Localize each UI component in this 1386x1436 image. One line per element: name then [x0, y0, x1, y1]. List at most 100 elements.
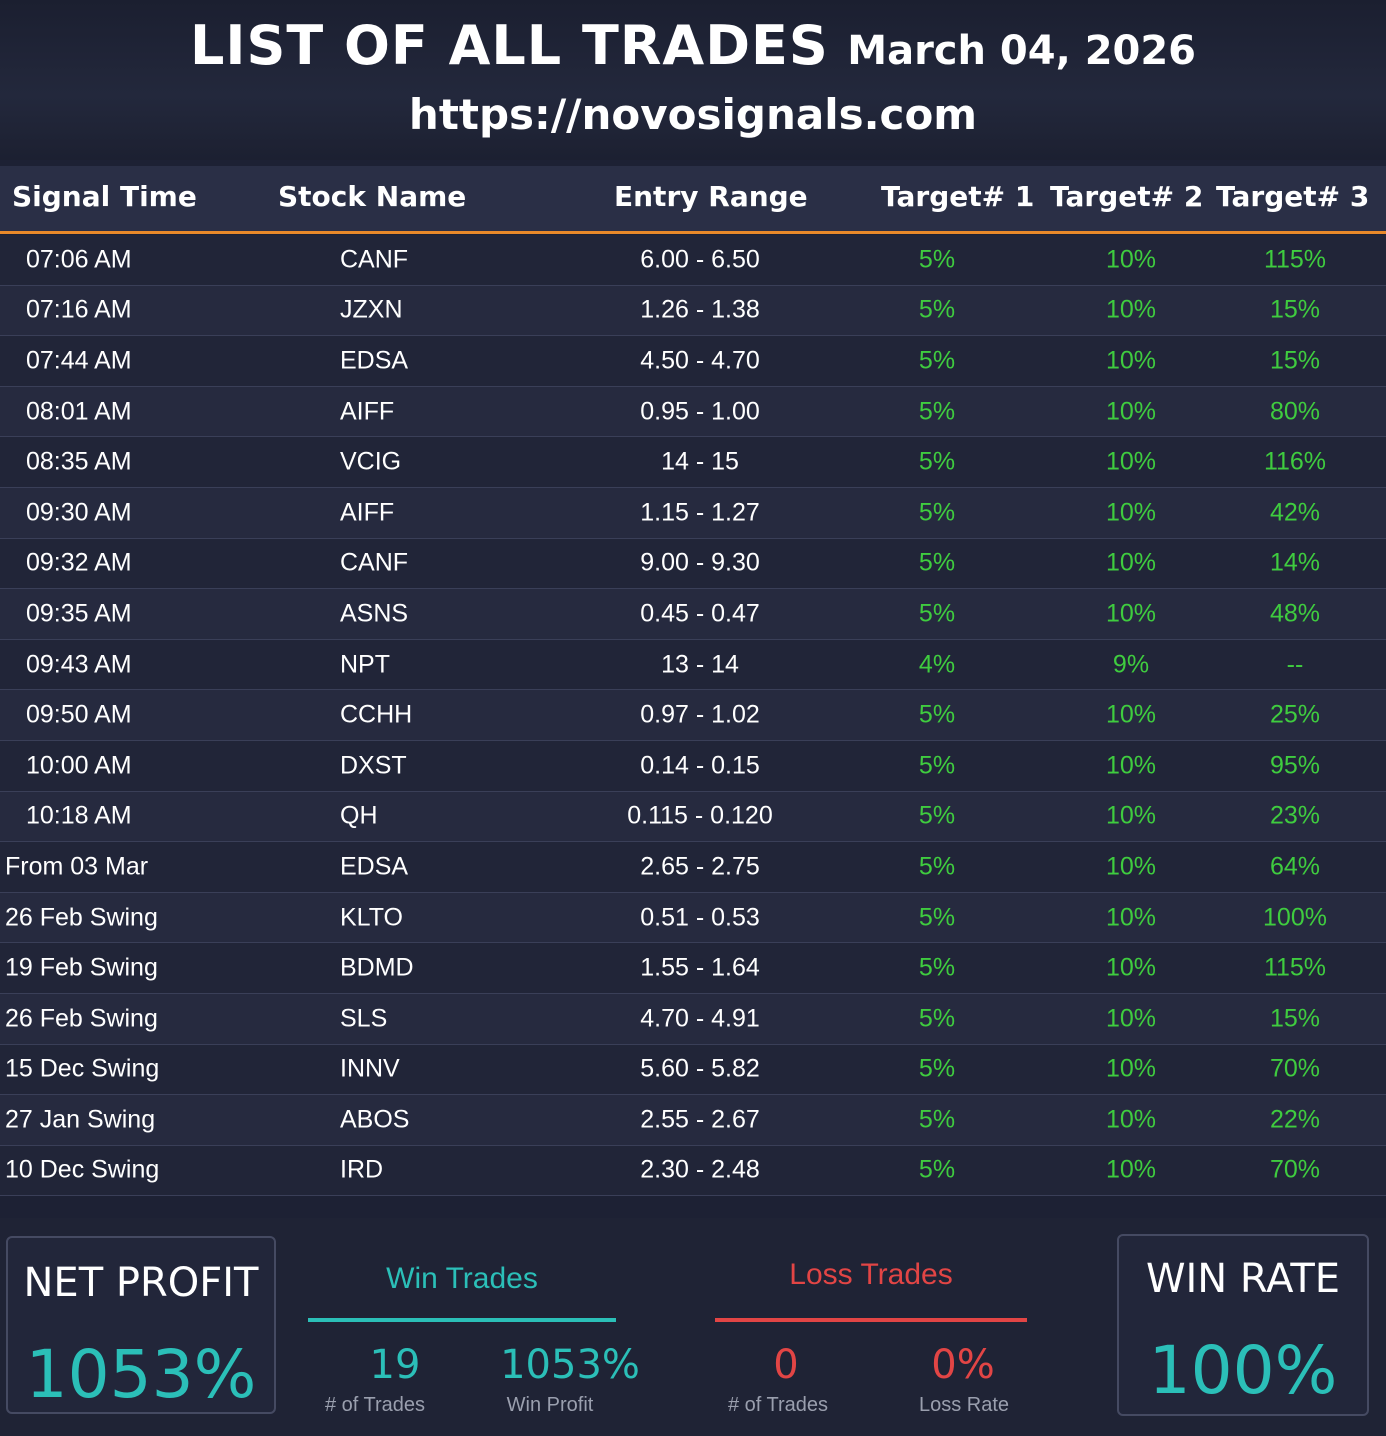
signal-time-cell: 09:30 AM	[26, 498, 132, 527]
table-row: 07:06 AM CANF 6.00 - 6.50 5% 10% 115%	[0, 235, 1386, 286]
target-2-cell: 10%	[1105, 447, 1157, 476]
target-3-cell: 15%	[1269, 346, 1321, 375]
stock-name-cell: CCHH	[340, 700, 413, 729]
loss-count-value: 0	[773, 1342, 799, 1388]
signal-time-cell: 27 Jan Swing	[5, 1105, 156, 1134]
target-1-cell: 5%	[918, 447, 956, 476]
table-row: 15 Dec Swing INNV 5.60 - 5.82 5% 10% 70%	[0, 1044, 1386, 1096]
signal-time-cell: 19 Feb Swing	[5, 953, 158, 982]
entry-range-cell: 0.115 - 0.120	[627, 801, 773, 830]
site-url[interactable]: https://novosignals.com	[408, 90, 978, 139]
target-2-cell: 10%	[1105, 548, 1157, 577]
target-2-cell: 10%	[1105, 295, 1157, 324]
target-3-cell: 116%	[1263, 447, 1327, 476]
signal-time-cell: 07:44 AM	[26, 346, 132, 375]
table-row: 10 Dec Swing IRD 2.30 - 2.48 5% 10% 70%	[0, 1145, 1386, 1197]
signal-time-cell: 09:50 AM	[26, 700, 132, 729]
target-3-cell: 80%	[1269, 397, 1321, 426]
target-3-cell: 42%	[1269, 498, 1321, 527]
signal-time-cell: 08:01 AM	[26, 397, 132, 426]
stock-name-cell: EDSA	[340, 852, 409, 881]
target-3-cell: 95%	[1269, 751, 1321, 780]
table-row: 09:43 AM NPT 13 - 14 4% 9% --	[0, 639, 1386, 691]
target-2-cell: 10%	[1105, 498, 1157, 527]
target-1-cell: 5%	[918, 1105, 956, 1134]
stock-name-cell: KLTO	[340, 903, 403, 932]
signal-time-cell: 09:35 AM	[26, 599, 132, 628]
loss-rate-value: 0%	[931, 1342, 995, 1388]
target-3-cell: 70%	[1269, 1155, 1321, 1184]
win-rate-value: 100%	[1148, 1332, 1338, 1409]
win-profit-value: 1053%	[500, 1342, 640, 1388]
target-2-cell: 9%	[1112, 650, 1150, 679]
target-2-cell: 10%	[1105, 1155, 1157, 1184]
signal-time-cell: 10:18 AM	[26, 801, 132, 830]
entry-range-cell: 1.26 - 1.38	[640, 295, 760, 324]
table-row: 09:30 AM AIFF 1.15 - 1.27 5% 10% 42%	[0, 487, 1386, 539]
stock-name-cell: BDMD	[340, 953, 414, 982]
entry-range-cell: 14 - 15	[661, 447, 739, 476]
target-1-cell: 5%	[918, 1155, 956, 1184]
column-header-target-1: Target# 1	[881, 180, 1035, 213]
target-2-cell: 10%	[1105, 1004, 1157, 1033]
target-1-cell: 5%	[918, 852, 956, 881]
loss-trades-divider	[715, 1318, 1027, 1322]
column-header-signal-time: Signal Time	[12, 180, 197, 213]
entry-range-cell: 0.45 - 0.47	[640, 599, 760, 628]
win-rate-label: WIN RATE	[1145, 1256, 1341, 1302]
target-1-cell: 5%	[918, 1054, 956, 1083]
target-1-cell: 5%	[918, 751, 956, 780]
column-header-target-3: Target# 3	[1216, 180, 1370, 213]
target-1-cell: 5%	[918, 953, 956, 982]
entry-range-cell: 0.14 - 0.15	[640, 751, 760, 780]
signal-time-cell: 09:43 AM	[26, 650, 132, 679]
table-header: Signal Time Stock Name Entry Range Targe…	[0, 166, 1386, 234]
target-3-cell: 25%	[1269, 700, 1321, 729]
stock-name-cell: JZXN	[340, 295, 403, 324]
table-row: 07:44 AM EDSA 4.50 - 4.70 5% 10% 15%	[0, 336, 1386, 387]
page-title: LIST OF ALL TRADES	[189, 14, 829, 77]
page-header: LIST OF ALL TRADES March 04, 2026 https:…	[0, 0, 1386, 160]
entry-range-cell: 2.65 - 2.75	[640, 852, 760, 881]
entry-range-cell: 5.60 - 5.82	[640, 1054, 760, 1083]
entry-range-cell: 13 - 14	[661, 650, 739, 679]
target-1-cell: 5%	[918, 245, 956, 274]
column-header-stock-name: Stock Name	[278, 180, 467, 213]
stock-name-cell: EDSA	[340, 346, 409, 375]
target-2-cell: 10%	[1105, 903, 1157, 932]
signal-time-cell: 26 Feb Swing	[5, 903, 158, 932]
entry-range-cell: 4.70 - 4.91	[640, 1004, 760, 1033]
stock-name-cell: ABOS	[340, 1105, 410, 1134]
table-row: From 03 Mar EDSA 2.65 - 2.75 5% 10% 64%	[0, 842, 1386, 893]
trades-table-body: 07:06 AM CANF 6.00 - 6.50 5% 10% 115% 07:16 AM…	[0, 235, 1386, 1197]
target-3-cell: 100%	[1263, 903, 1327, 932]
loss-rate-label: Loss Rate	[918, 1394, 1010, 1416]
stock-name-cell: QH	[340, 801, 378, 830]
win-trades-divider	[308, 1318, 616, 1322]
table-row: 27 Jan Swing ABOS 2.55 - 2.67 5% 10% 22%	[0, 1095, 1386, 1146]
target-3-cell: 15%	[1269, 1004, 1321, 1033]
signal-time-cell: 26 Feb Swing	[5, 1004, 158, 1033]
target-1-cell: 5%	[918, 903, 956, 932]
column-header-entry-range: Entry Range	[614, 180, 808, 213]
signal-time-cell: 09:32 AM	[26, 548, 132, 577]
target-1-cell: 5%	[918, 599, 956, 628]
target-1-cell: 5%	[918, 548, 956, 577]
signal-time-cell: 07:06 AM	[26, 245, 132, 274]
target-2-cell: 10%	[1105, 346, 1157, 375]
target-1-cell: 5%	[918, 1004, 956, 1033]
target-1-cell: 5%	[918, 498, 956, 527]
entry-range-cell: 1.55 - 1.64	[640, 953, 760, 982]
signal-time-cell: 10 Dec Swing	[5, 1155, 160, 1184]
signal-time-cell: 15 Dec Swing	[5, 1054, 160, 1083]
target-3-cell: 115%	[1263, 953, 1327, 982]
stock-name-cell: CANF	[340, 548, 409, 577]
win-rate-box: WIN RATE 100%	[1117, 1234, 1369, 1416]
entry-range-cell: 0.95 - 1.00	[640, 397, 760, 426]
entry-range-cell: 0.51 - 0.53	[640, 903, 760, 932]
stock-name-cell: VCIG	[340, 447, 402, 476]
stock-name-cell: INNV	[340, 1054, 400, 1083]
table-row: 08:35 AM VCIG 14 - 15 5% 10% 116%	[0, 437, 1386, 488]
target-3-cell: 15%	[1269, 295, 1321, 324]
target-1-cell: 4%	[918, 650, 956, 679]
